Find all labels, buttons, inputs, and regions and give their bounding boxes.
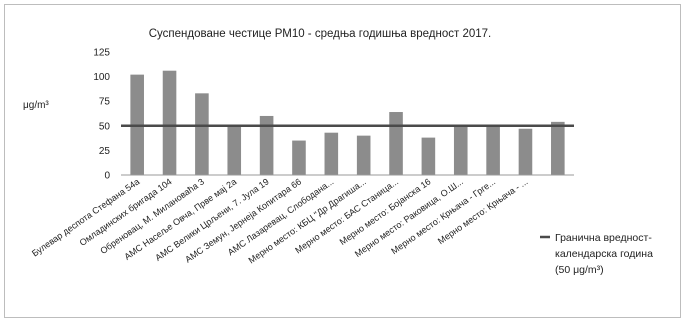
legend-label-line2: календарска година <box>555 248 653 260</box>
bar <box>453 126 468 175</box>
bars-group <box>130 70 565 175</box>
y-axis-label: μg/m³ <box>23 100 49 111</box>
bar <box>518 128 533 175</box>
y-tick-label: 75 <box>99 97 111 108</box>
bar <box>195 93 209 175</box>
bar <box>551 121 565 175</box>
bar <box>227 124 242 175</box>
y-tick-label: 0 <box>104 171 110 182</box>
chart-title: Суспендоване честице РМ10 - средња годиш… <box>149 28 492 40</box>
bar <box>356 135 371 175</box>
bar <box>162 70 177 175</box>
bar <box>389 112 403 175</box>
chart-frame: Суспендоване честице РМ10 - средња годиш… <box>4 4 681 318</box>
y-tick-label: 25 <box>99 146 111 157</box>
bar <box>486 126 500 175</box>
legend: Гранична вредност- календарска година (5… <box>540 232 653 276</box>
chart-svg: Суспендоване честице РМ10 - средња годиш… <box>23 28 653 276</box>
y-tick-label: 125 <box>93 48 110 59</box>
legend-label-line1: Гранична вредност- <box>555 232 652 244</box>
bar <box>421 137 436 175</box>
bar <box>259 115 274 175</box>
y-tick-label: 100 <box>93 72 110 83</box>
legend-label-line3: (50 μg/m³) <box>555 264 604 276</box>
y-tick-label: 50 <box>99 121 111 132</box>
bar <box>324 132 339 175</box>
bar <box>292 140 306 175</box>
y-tick-labels: 0 25 50 75 100 125 <box>93 48 110 182</box>
